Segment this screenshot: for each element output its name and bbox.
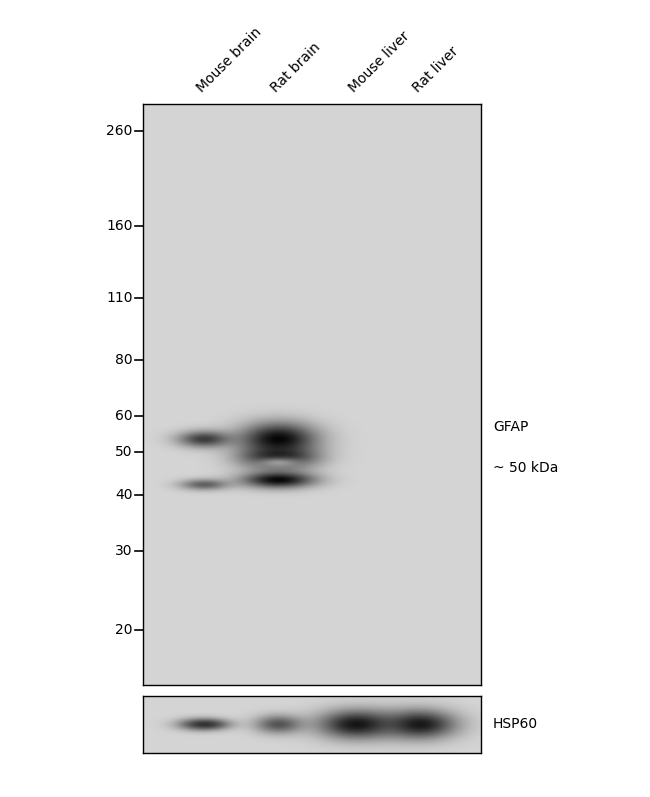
Text: 50: 50: [115, 445, 133, 458]
Text: 80: 80: [115, 353, 133, 367]
Text: Mouse liver: Mouse liver: [346, 29, 412, 95]
Text: GFAP: GFAP: [493, 420, 528, 434]
Text: 260: 260: [107, 124, 133, 139]
Text: 30: 30: [115, 544, 133, 558]
Text: 60: 60: [115, 409, 133, 423]
Text: Rat liver: Rat liver: [410, 44, 461, 95]
Text: 160: 160: [107, 218, 133, 233]
Text: ~ 50 kDa: ~ 50 kDa: [493, 461, 558, 475]
Text: HSP60: HSP60: [493, 717, 538, 732]
Text: 40: 40: [115, 488, 133, 502]
Text: Rat brain: Rat brain: [268, 40, 323, 95]
Text: 20: 20: [115, 622, 133, 637]
Text: 110: 110: [107, 292, 133, 305]
Text: Mouse brain: Mouse brain: [194, 25, 264, 95]
